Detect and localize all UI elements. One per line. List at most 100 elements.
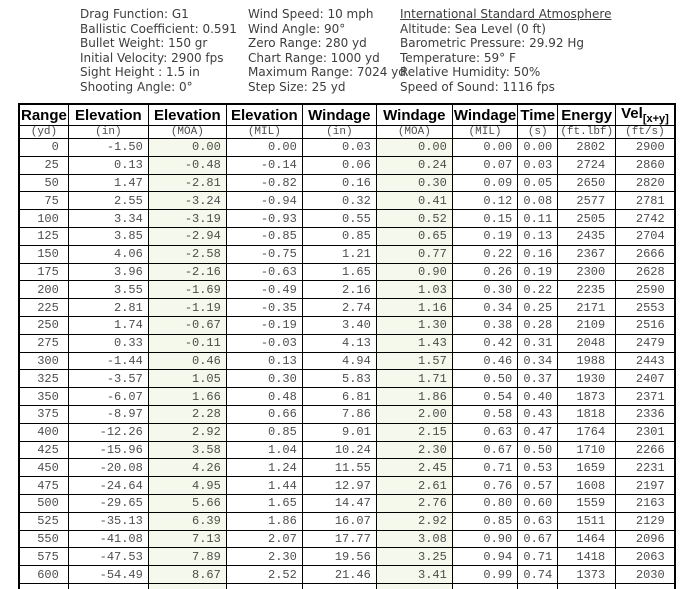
table-row: 225 2.81 -1.19 -0.35 2.74 1.16 0.34 0.25 2171 255…	[18, 298, 676, 317]
cell-energy: 2367	[557, 244, 617, 264]
column-header-energy: Energy	[557, 103, 617, 126]
cell-elevation-mil	[225, 582, 303, 589]
cell-windage-in: 1.65	[301, 262, 377, 282]
cell-time: 0.22	[517, 280, 559, 300]
cell-elevation-in: 0.13	[67, 155, 149, 175]
cell-time: 0.37	[517, 369, 559, 389]
table-row: 475 -24.64 4.95 1.44 12.97 2.61 0.76 0.57 1608 21…	[18, 476, 676, 495]
cell-windage-mil: 0.09	[451, 173, 519, 193]
cell-range: 100	[18, 209, 69, 228]
cell-range: 125	[18, 226, 69, 246]
cell-time: 0.60	[517, 493, 559, 513]
cell-vel: 2336	[615, 404, 676, 424]
cell-energy: 1930	[557, 369, 617, 389]
cell-vel: 2231	[615, 458, 676, 478]
info-line: Altitude: Sea Level (0 ft)	[400, 21, 546, 36]
column-unit-windage-mil: (MIL)	[451, 125, 519, 139]
cell-windage-mil: 0.12	[451, 191, 519, 211]
cell-elevation-in: -6.07	[67, 387, 149, 406]
table-row: 350 -6.07 1.66 0.48 6.81 1.86 0.54 0.40 1873 2371	[18, 387, 676, 406]
cell-windage-mil: 0.80	[451, 493, 519, 513]
cell-windage-moa: 0.30	[375, 173, 453, 193]
cell-time: 0.43	[517, 404, 559, 424]
info-line: Wind Angle: 90°	[248, 21, 346, 36]
cell-vel: 2628	[615, 262, 676, 282]
cell-windage-moa: 0.90	[375, 262, 453, 282]
cell-windage-moa: 0.41	[375, 191, 453, 211]
cell-vel: 2266	[615, 440, 676, 460]
cell-windage-moa: 2.92	[375, 511, 453, 531]
cell-energy: 1764	[557, 422, 617, 442]
cell-range: 175	[18, 262, 69, 282]
cell-windage-mil: 0.46	[451, 351, 519, 371]
cell-windage-in: 17.77	[301, 529, 377, 549]
cell-windage-in: 0.55	[301, 209, 377, 228]
cell-energy: 1710	[557, 440, 617, 460]
cell-elevation-moa: 4.95	[147, 476, 227, 495]
cell-energy: 2109	[557, 315, 617, 335]
column-header-vel: Vel[x+y]	[615, 103, 676, 126]
cell-elevation-moa: -2.94	[147, 226, 227, 246]
cell-range: 225	[18, 298, 69, 317]
info-line: Temperature: 59° F	[400, 50, 516, 65]
cell-range: 250	[18, 315, 69, 335]
cell-energy: 1418	[557, 547, 617, 567]
cell-windage-in: 19.56	[301, 547, 377, 567]
table-row: 325 -3.57 1.05 0.30 5.83 1.71 0.50 0.37 1930 2407	[18, 369, 676, 389]
cell-windage-mil: 0.19	[451, 226, 519, 246]
cell-elevation-in: -24.64	[67, 476, 149, 495]
cell-energy: 1873	[557, 387, 617, 406]
table-row: 400 -12.26 2.92 0.85 9.01 2.15 0.63 0.47 1764 230…	[18, 422, 676, 442]
cell-range: 400	[18, 422, 69, 442]
cell-windage-moa: 0.77	[375, 244, 453, 264]
cell-elevation-moa: -0.11	[147, 333, 227, 353]
cell-range: 75	[18, 191, 69, 211]
cell-elevation-mil: 0.85	[225, 422, 303, 442]
table-row: 575 -47.53 7.89 2.30 19.56 3.25 0.94 0.71 1418 20…	[18, 547, 676, 567]
cell-windage-in: 4.94	[301, 351, 377, 371]
cell-vel: 2742	[615, 209, 676, 228]
cell-elevation-moa: -2.58	[147, 244, 227, 264]
cell-vel: 2301	[615, 422, 676, 442]
cell-elevation-in: 3.55	[67, 280, 149, 300]
cell-windage-mil: 0.30	[451, 280, 519, 300]
cell-windage-moa: 0.00	[375, 138, 453, 157]
cell-windage-in: 1.21	[301, 244, 377, 264]
cell-time	[517, 582, 559, 589]
cell-elevation-moa: 7.13	[147, 529, 227, 549]
table-row: 300 -1.44 0.46 0.13 4.94 1.57 0.46 0.34 1988 2443	[18, 351, 676, 371]
cell-elevation-mil: -0.75	[225, 244, 303, 264]
cell-windage-moa: 0.65	[375, 226, 453, 246]
cell-elevation-in: -1.50	[67, 138, 149, 157]
cell-windage-mil: 0.85	[451, 511, 519, 531]
cell-time: 0.16	[517, 244, 559, 264]
cell-windage-in: 12.97	[301, 476, 377, 495]
cell-time: 0.47	[517, 422, 559, 442]
cell-energy: 1608	[557, 476, 617, 495]
cell-elevation-in: -35.13	[67, 511, 149, 531]
cell-vel: 2197	[615, 476, 676, 495]
table-row: 25 0.13 -0.48 -0.14 0.06 0.24 0.07 0.03 2724 2860	[18, 155, 676, 175]
cell-elevation-in: 3.96	[67, 262, 149, 282]
column-unit-time: (s)	[517, 125, 559, 139]
cell-elevation-moa: 3.58	[147, 440, 227, 460]
cell-vel: 2129	[615, 511, 676, 531]
column-unit-elevation-moa: (MOA)	[147, 125, 227, 139]
cell-elevation-moa: -1.69	[147, 280, 227, 300]
info-column-atmosphere: International Standard Atmosphere Altitud…	[400, 7, 611, 95]
cell-energy: 2505	[557, 209, 617, 228]
cell-vel: 2590	[615, 280, 676, 300]
cell-elevation-mil: 2.30	[225, 547, 303, 567]
cell-elevation-mil: 1.04	[225, 440, 303, 460]
cell-elevation-mil: 1.65	[225, 493, 303, 513]
cell-windage-moa: 1.43	[375, 333, 453, 353]
cell-elevation-moa: -2.16	[147, 262, 227, 282]
cell-windage-mil: 0.38	[451, 315, 519, 335]
cell-windage-in: 11.55	[301, 458, 377, 478]
cell-windage-in: 9.01	[301, 422, 377, 442]
cell-range: 25	[18, 155, 69, 175]
cell-energy: 2724	[557, 155, 617, 175]
cell-windage-moa: 2.45	[375, 458, 453, 478]
cell-elevation-mil: -0.63	[225, 262, 303, 282]
cell-windage-in: 0.03	[301, 138, 377, 157]
